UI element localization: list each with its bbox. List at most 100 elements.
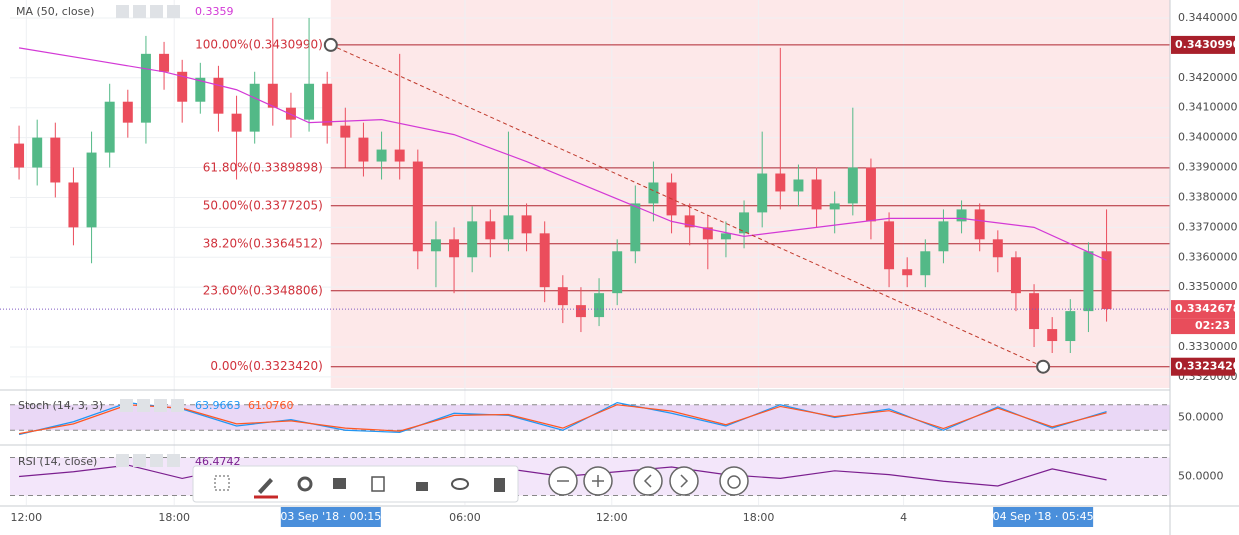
- fib-label: 0.00%(0.3323420): [210, 359, 322, 373]
- reset[interactable]: [719, 466, 749, 496]
- candle-body: [50, 137, 61, 183]
- candle-body: [1010, 257, 1021, 294]
- pencil-tool[interactable]: [258, 478, 273, 494]
- candle-body: [793, 179, 804, 192]
- visibility-tool[interactable]: [451, 478, 469, 490]
- price-tag: [1171, 357, 1235, 376]
- candle-body: [1101, 251, 1112, 310]
- y-tick-label: 0.3390000: [1178, 161, 1238, 174]
- price-tag-label: 0.3430990: [1175, 38, 1239, 51]
- icon[interactable]: [154, 399, 167, 412]
- candle-body: [249, 83, 260, 132]
- candle-body: [757, 173, 768, 213]
- icon[interactable]: [133, 5, 146, 18]
- toolbar-box: [192, 465, 519, 503]
- zoom-controls: [548, 466, 749, 496]
- icon[interactable]: [116, 454, 129, 467]
- icon[interactable]: [150, 5, 163, 18]
- price-tag-label: 0.3323420: [1175, 360, 1239, 373]
- icon[interactable]: [167, 5, 180, 18]
- price-tag: [1171, 35, 1235, 54]
- y-tick-label: 0.3420000: [1178, 71, 1238, 84]
- x-tick-label: 12:00: [10, 511, 42, 524]
- candle-body: [177, 71, 188, 102]
- icon[interactable]: [120, 399, 133, 412]
- icon[interactable]: [133, 454, 146, 467]
- icon[interactable]: [137, 399, 150, 412]
- toolbar: [192, 465, 519, 503]
- icon[interactable]: [150, 454, 163, 467]
- time-tag: [993, 507, 1094, 527]
- candle-body: [86, 152, 97, 228]
- candle-body: [104, 101, 115, 153]
- layers-tool[interactable]: [333, 478, 346, 489]
- scroll-left[interactable]: [633, 466, 663, 496]
- icon[interactable]: [171, 399, 184, 412]
- candle-body: [575, 305, 586, 318]
- candle-body: [467, 221, 478, 258]
- candle-body: [539, 233, 550, 288]
- candle-body: [938, 221, 949, 252]
- ma-line: [18, 47, 1107, 261]
- indicator-line: [18, 404, 1107, 435]
- candle-body: [304, 83, 315, 120]
- icon[interactable]: [116, 5, 129, 18]
- trend-handle[interactable]: [323, 37, 338, 52]
- price-tag-label: 0.3342678: [1175, 302, 1239, 315]
- delete-tool[interactable]: [494, 478, 505, 492]
- icon: [592, 475, 604, 487]
- candle-body: [231, 113, 242, 132]
- y-tick-label: 0.3330000: [1178, 340, 1238, 353]
- clone-tool[interactable]: [371, 476, 385, 492]
- candle-body: [974, 209, 985, 240]
- fib-label: 61.80%(0.3389898): [203, 160, 323, 174]
- candle-body: [956, 209, 967, 222]
- x-tick-label: 12:00: [596, 511, 628, 524]
- candle-body: [702, 227, 713, 240]
- x-tick-label: 18:00: [743, 511, 775, 524]
- x-tick-label: 18:00: [158, 511, 190, 524]
- scroll-right[interactable]: [669, 466, 699, 496]
- candle-body: [449, 239, 460, 258]
- candle-body: [159, 53, 170, 72]
- fib-label: 23.60%(0.3348806): [203, 283, 323, 297]
- candle-body: [195, 77, 206, 102]
- candle-body: [394, 149, 405, 162]
- time-tag-label: 03 Sep '18 · 00:15: [280, 510, 381, 523]
- legend-icons: [116, 5, 184, 467]
- trend-handle[interactable]: [1036, 359, 1051, 374]
- candle-body: [521, 215, 532, 234]
- candle-body: [612, 251, 623, 294]
- y-tick-label: 0.3400000: [1178, 131, 1238, 144]
- legend-value: 0.3359: [195, 5, 234, 18]
- x-tick-label: 06:00: [449, 511, 481, 524]
- fib-label: 50.00%(0.3377205): [203, 198, 323, 212]
- icon: [727, 475, 741, 489]
- candle-body: [557, 287, 568, 306]
- lock-tool[interactable]: [416, 482, 428, 491]
- candle-body: [648, 182, 659, 204]
- candle-body: [884, 221, 895, 270]
- countdown: 02:23: [1195, 319, 1230, 332]
- icon[interactable]: [167, 454, 180, 467]
- legend-name: RSI (14, close): [18, 455, 97, 468]
- candle-body: [1029, 293, 1040, 330]
- candle-body: [376, 149, 387, 162]
- select-tool[interactable]: [214, 475, 230, 491]
- settings-tool[interactable]: [297, 476, 313, 492]
- y-tick-label: 0.3350000: [1178, 280, 1238, 293]
- fib-zone: [330, 0, 1170, 388]
- y-tick-label: 0.3360000: [1178, 250, 1238, 263]
- candle-body: [920, 251, 931, 276]
- legend-value: 46.4742: [195, 455, 241, 468]
- candle-body: [1047, 329, 1058, 342]
- candle-body: [594, 293, 605, 318]
- candle-body: [503, 215, 514, 240]
- countdown-tag: [1171, 318, 1235, 335]
- candle-body: [630, 203, 641, 252]
- candle-body: [32, 137, 43, 168]
- trend-line: [330, 44, 1044, 368]
- y-tick-label: 0.3370000: [1178, 220, 1238, 233]
